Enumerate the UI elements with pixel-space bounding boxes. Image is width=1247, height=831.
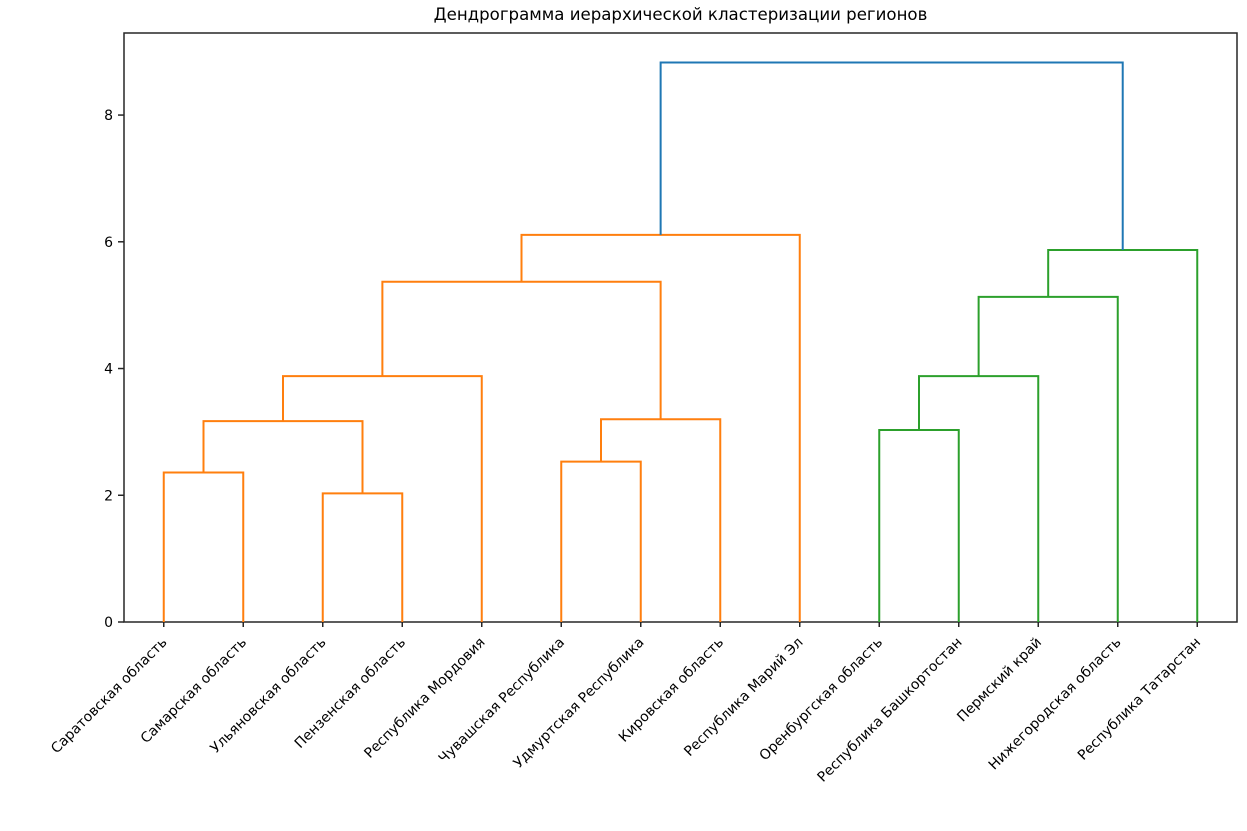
x-tick-label: Нижегородская область bbox=[986, 635, 1125, 774]
x-tick-label: Пермский край bbox=[954, 635, 1045, 726]
y-tick-label: 8 bbox=[104, 108, 113, 124]
chart-title: Дендрограмма иерархической кластеризации… bbox=[433, 5, 928, 24]
dendrogram-link bbox=[202, 420, 364, 494]
y-tick-label: 0 bbox=[104, 615, 113, 631]
axis-frame bbox=[123, 32, 1238, 623]
x-tick-label: Чувашская Республика bbox=[436, 635, 568, 767]
y-tick-label: 2 bbox=[104, 488, 113, 504]
x-tick-label: Республика Башкортостан bbox=[815, 635, 966, 786]
dendrogram-link bbox=[600, 418, 722, 622]
dendrogram-link bbox=[321, 492, 404, 622]
dendrogram-link bbox=[1047, 249, 1199, 622]
dendrogram-link bbox=[381, 280, 662, 420]
dendrogram-link bbox=[659, 61, 1124, 251]
dendrogram-link bbox=[878, 428, 960, 622]
y-tick-label: 6 bbox=[104, 235, 113, 251]
dendrogram-link bbox=[918, 375, 1040, 622]
x-tick-label: Удмуртская Республика bbox=[511, 635, 648, 772]
dendrogram-link bbox=[162, 471, 245, 622]
dendrogram-link bbox=[560, 460, 642, 622]
dendrogram-link bbox=[977, 295, 1119, 622]
dendrogram-link bbox=[282, 375, 483, 622]
y-tick-label: 4 bbox=[104, 362, 113, 378]
